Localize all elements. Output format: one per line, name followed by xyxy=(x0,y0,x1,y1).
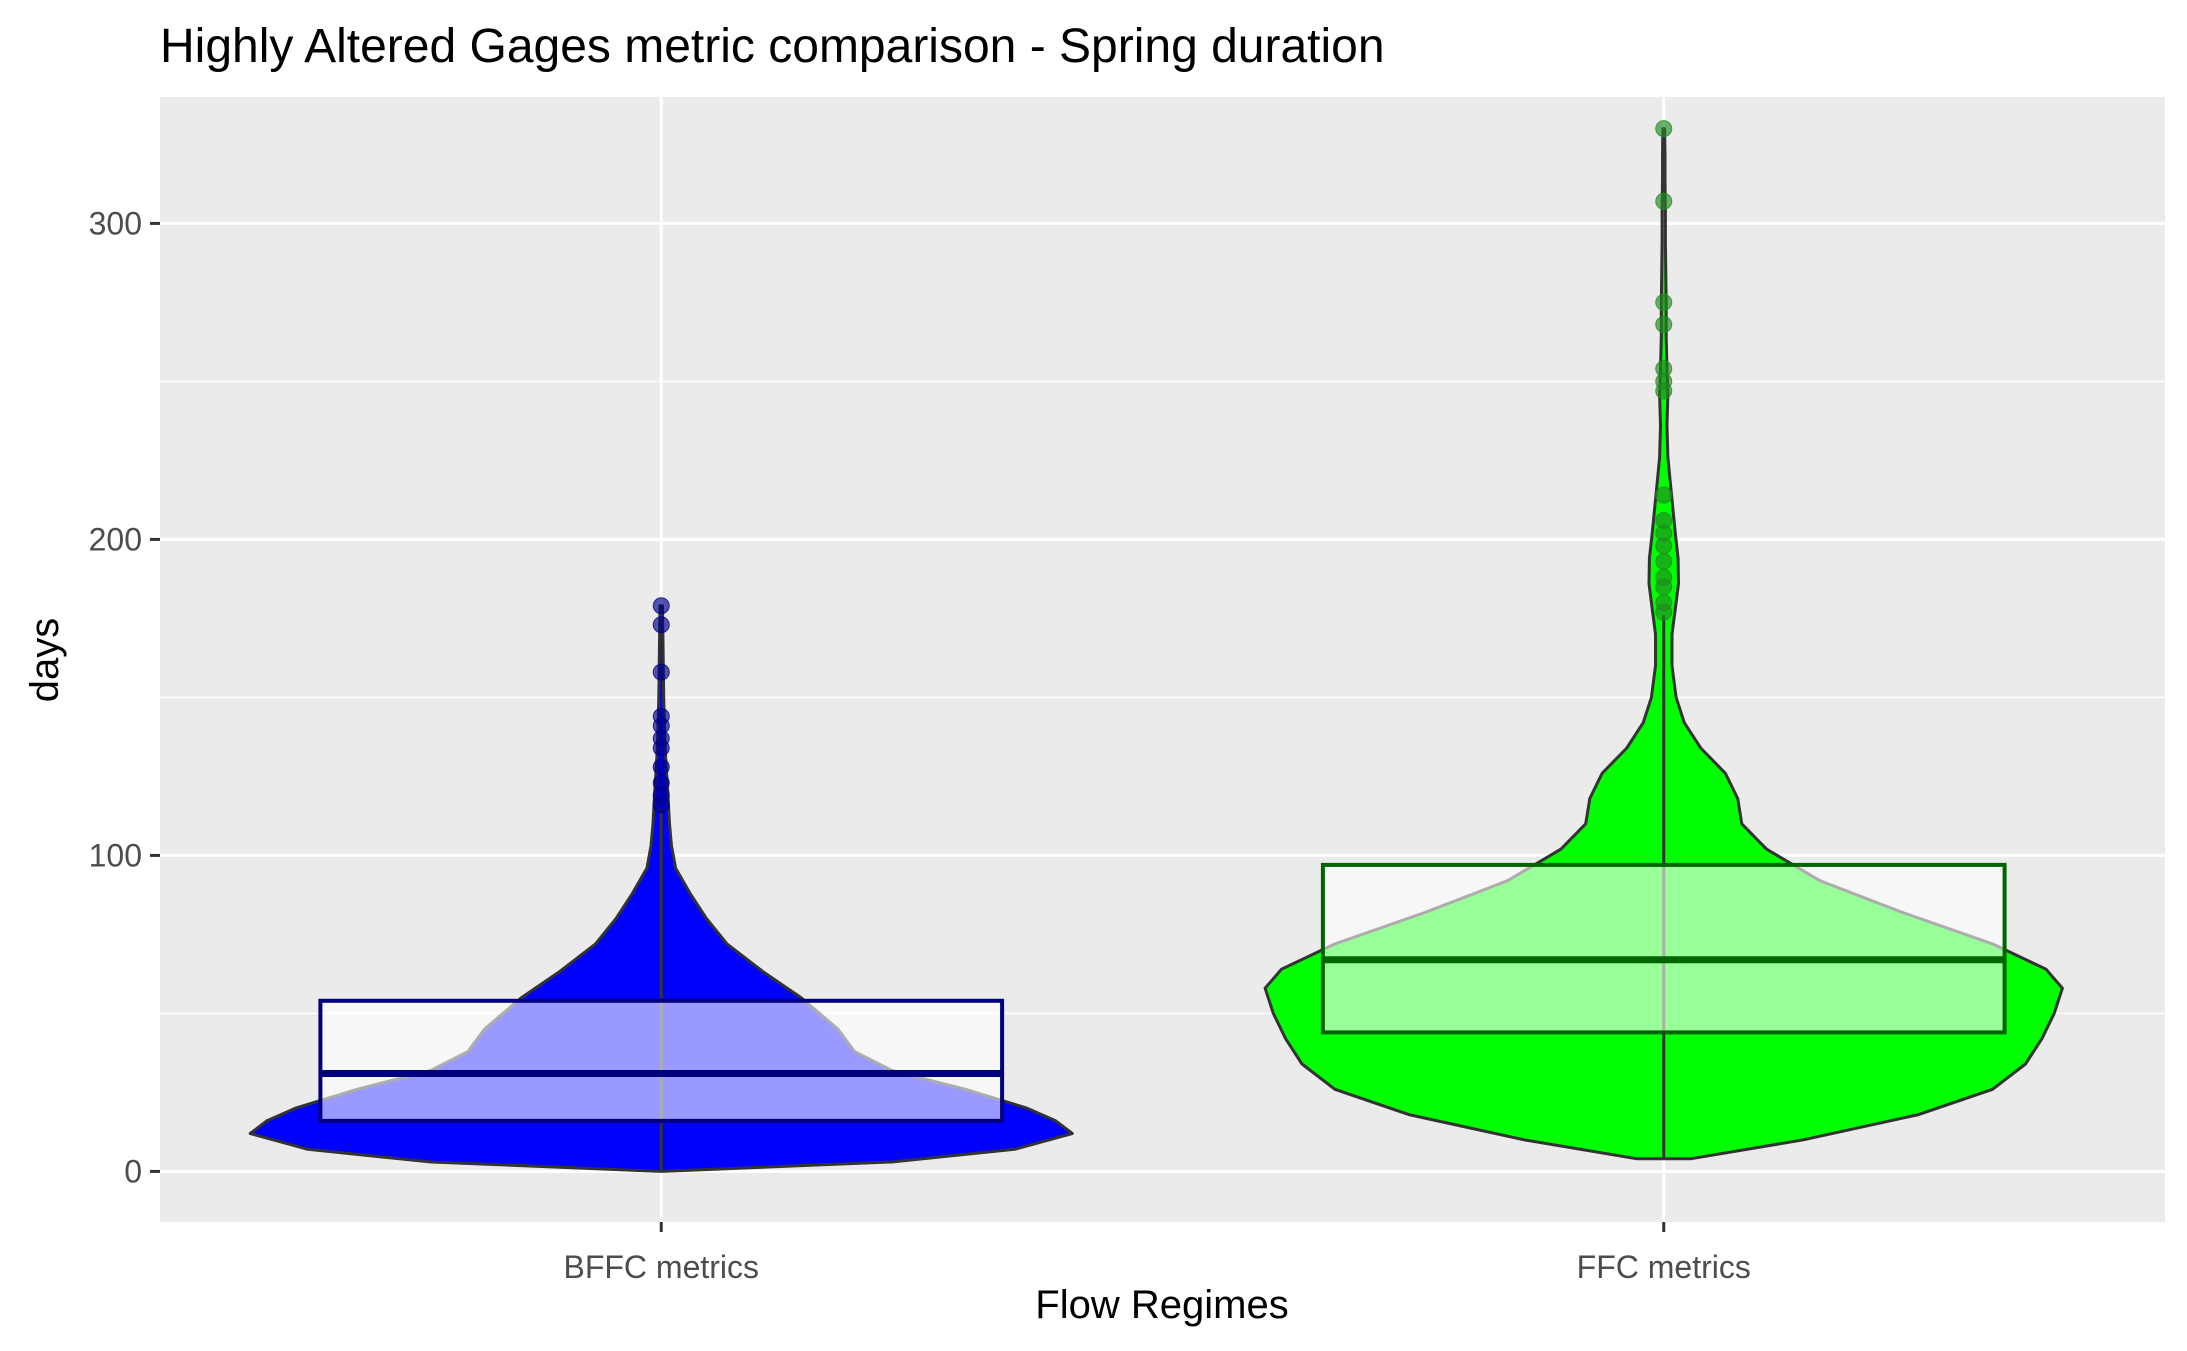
y-axis-title: days xyxy=(23,618,67,703)
outlier-point xyxy=(1655,120,1673,138)
outlier-point xyxy=(1655,603,1673,621)
outlier-point xyxy=(652,597,670,615)
outlier-point xyxy=(1655,578,1673,596)
box-iqr xyxy=(1320,862,2007,1035)
y-tick-label: 300 xyxy=(89,205,142,241)
outlier-point xyxy=(1655,192,1673,210)
outlier-point xyxy=(652,616,670,634)
chart-title: Highly Altered Gages metric comparison -… xyxy=(160,20,1385,73)
outlier-point xyxy=(1655,553,1673,571)
boxplots xyxy=(318,862,2007,1123)
y-tick-label: 0 xyxy=(124,1153,142,1189)
outlier-point xyxy=(652,663,670,681)
outlier-point xyxy=(652,796,670,814)
outlier-point xyxy=(652,739,670,757)
outlier-point xyxy=(1655,537,1673,555)
x-tick-label: FFC metrics xyxy=(1577,1249,1751,1285)
y-axis: 0 100 200 300 xyxy=(89,205,160,1189)
y-tick-label: 100 xyxy=(89,837,142,873)
box-iqr xyxy=(318,998,1005,1123)
x-tick-label: BFFC metrics xyxy=(563,1249,759,1285)
outlier-point xyxy=(652,758,670,776)
y-tick-label: 200 xyxy=(89,521,142,557)
x-axis-title: Flow Regimes xyxy=(1035,1283,1288,1327)
outlier-points xyxy=(652,120,1673,814)
outlier-point xyxy=(1655,486,1673,504)
outlier-point xyxy=(1655,293,1673,311)
outlier-point xyxy=(1655,316,1673,334)
outlier-point xyxy=(1655,382,1673,400)
x-axis: BFFC metrics FFC metrics xyxy=(563,1222,1751,1285)
